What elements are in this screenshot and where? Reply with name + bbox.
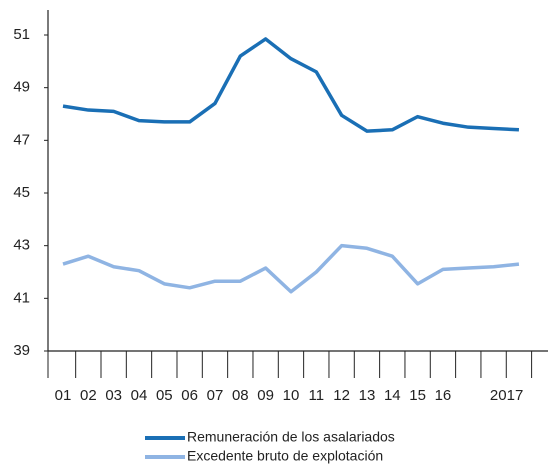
- legend-label: Excedente bruto de explotación: [187, 448, 383, 464]
- x-tick-label: 03: [105, 387, 122, 404]
- x-tick-label: 06: [181, 387, 198, 404]
- x-tick-label: 05: [156, 387, 173, 404]
- y-tick-label: 51: [13, 26, 30, 43]
- y-tick-label: 41: [13, 289, 30, 306]
- y-tick-label: 39: [13, 342, 30, 359]
- y-tick-label: 47: [13, 131, 30, 148]
- x-tick-label: 16: [435, 387, 452, 404]
- x-tick-label: 02: [80, 387, 97, 404]
- x-tick-label: 08: [232, 387, 249, 404]
- x-tick-label: 2017: [490, 387, 523, 404]
- x-tick-label: 04: [131, 387, 148, 404]
- y-tick-label: 49: [13, 79, 30, 96]
- legend-label: Remuneración de los asalariados: [187, 429, 395, 445]
- legend: Remuneración de los asalariados Excedente…: [145, 429, 395, 464]
- x-tick-label: 09: [257, 387, 274, 404]
- line-series: [62, 37, 520, 133]
- x-tick-label: 13: [359, 387, 376, 404]
- x-tick-label: 15: [409, 387, 426, 404]
- x-tick-label: 10: [283, 387, 300, 404]
- y-tick-label: 45: [13, 184, 30, 201]
- y-tick-label: 43: [13, 237, 30, 254]
- line-series: [62, 243, 520, 294]
- x-tick-label: 01: [55, 387, 72, 404]
- x-tick-label: 07: [207, 387, 224, 404]
- x-tick-label: 14: [384, 387, 401, 404]
- x-tick-label: 12: [333, 387, 350, 404]
- x-tick-label: 11: [309, 387, 325, 404]
